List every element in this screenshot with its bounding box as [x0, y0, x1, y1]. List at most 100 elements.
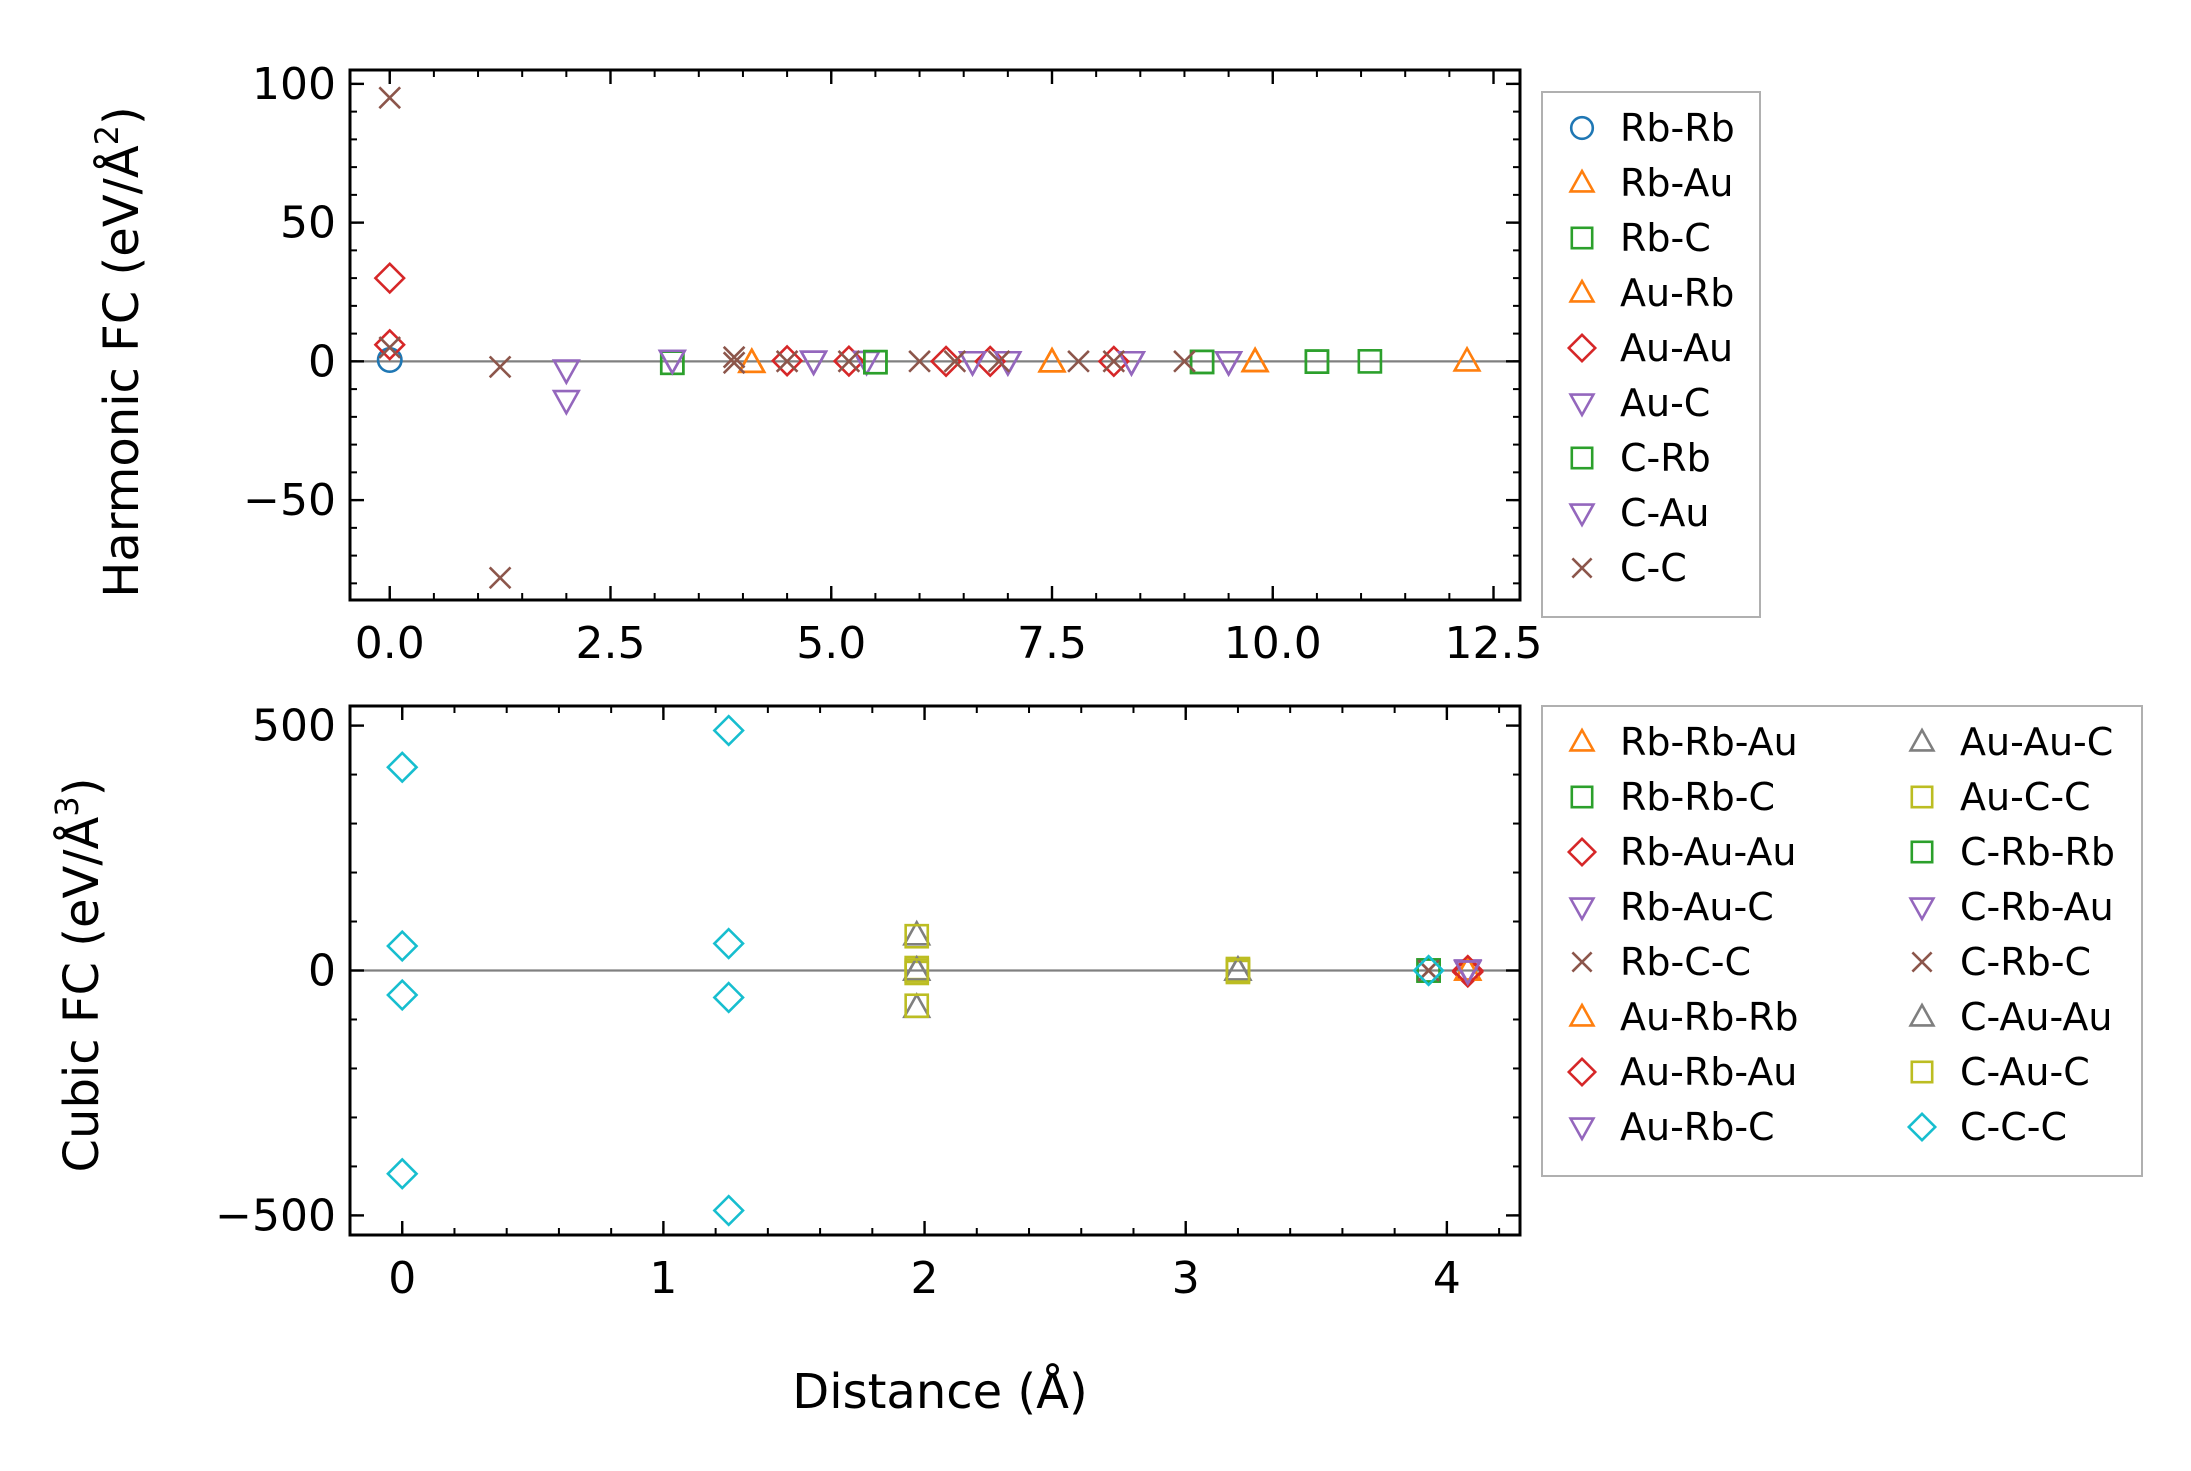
- panel0-point-c-au: [1116, 350, 1147, 378]
- panel0-point-au-au: [929, 345, 963, 378]
- panel1-legend-label: Au-Rb-C: [1620, 1105, 1775, 1149]
- panel1-legend-frame: [1541, 705, 2143, 1177]
- panel0-legend-item-rb-c: Rb-C: [1570, 216, 1711, 260]
- panel1-legend-item-au-rb-rb: Au-Rb-Rb: [1568, 995, 1799, 1039]
- panel0-legend-label: C-C: [1620, 546, 1687, 590]
- panel1-point-c-c-c: [386, 978, 419, 1012]
- panel0-y-tick-label: 100: [252, 59, 336, 110]
- panel0-legend-item-au-c: Au-C: [1568, 381, 1710, 425]
- cubic-legend: Rb-Rb-Au Rb-Rb-C Rb-Au-Au Rb-Au-C Rb-C-C Au-R…: [1541, 705, 2143, 1177]
- panel1-x-tick-label: 2: [911, 1253, 939, 1304]
- panel0-point-c-c: [1173, 350, 1196, 373]
- panel0-point-au-c: [1214, 350, 1244, 378]
- panel1-legend-marker-c-c-c: [1906, 1111, 1938, 1143]
- panel0-legend-item-rb-au: Rb-Au: [1568, 161, 1733, 205]
- panel0-point-au-au: [974, 345, 1007, 378]
- panel0-series-c-c: [378, 86, 1196, 590]
- panel1-legend-item-c-rb-rb: C-Rb-Rb: [1910, 830, 2115, 874]
- panel0-point-rb-au: [1037, 346, 1067, 373]
- panel1-legend-item-c-au-au: C-Au-Au: [1908, 995, 2112, 1039]
- panel0-point-c-rb: [1189, 349, 1215, 375]
- panel1-legend-marker-au-rb-au: [1566, 1056, 1598, 1088]
- panel1-legend-label: Rb-Au-C: [1620, 885, 1774, 929]
- panel0-point-au-au: [1097, 345, 1130, 378]
- panel1-legend-label: Au-Rb-Rb: [1620, 995, 1799, 1039]
- panel1-legend-label: C-Rb-Rb: [1960, 830, 2115, 874]
- panel1-legend-item-c-au-c: C-Au-C: [1910, 1050, 2090, 1094]
- panel0-x-tick-label: 12.5: [1445, 618, 1543, 669]
- panel0-legend-label: Au-Au: [1620, 326, 1733, 370]
- panel1-legend-item-au-rb-c: Au-Rb-C: [1568, 1105, 1775, 1149]
- panel0-point-au-au: [770, 344, 804, 377]
- panel1-legend-item-rb-rb-c: Rb-Rb-C: [1570, 775, 1775, 819]
- panel1-axes-frame: [348, 704, 1522, 1237]
- panel1-point-au-c-c: [904, 923, 930, 949]
- panel0-legend-item-au-rb: Au-Rb: [1568, 271, 1734, 315]
- panel1-point-c-c-c: [712, 1194, 745, 1227]
- panel1-x-tick-label: 3: [1172, 1253, 1200, 1304]
- panel0-legend-marker-au-rb: [1568, 278, 1596, 303]
- panel0-legend-item-c-c: C-C: [1571, 546, 1687, 590]
- panel1-legend-marker-rb-rb-c: [1570, 785, 1594, 809]
- panel1-legend-item-au-rb-au: Au-Rb-Au: [1566, 1050, 1797, 1094]
- panel1-x-tick-label: 4: [1433, 1253, 1461, 1304]
- panel1-legend-marker-rb-au-au: [1566, 836, 1598, 868]
- panel0-x-tick-label: 0.0: [355, 618, 425, 669]
- panel1-point-c-au-au: [1223, 954, 1253, 981]
- panel1-point-au-c-c: [904, 993, 930, 1019]
- panel0-point-c-c: [378, 336, 402, 359]
- panel1-legend-item-c-rb-c: C-Rb-C: [1911, 940, 2091, 984]
- panel0-legend-marker-c-au: [1568, 503, 1596, 528]
- panel0-legend-marker-au-au: [1566, 332, 1598, 364]
- panel1-point-c-c-c: [386, 751, 419, 784]
- panel0-point-c-c: [488, 566, 512, 590]
- panel1-legend-label: Au-C-C: [1960, 775, 2091, 819]
- panel1-legend-marker-au-rb-c: [1568, 1117, 1596, 1142]
- panel1-point-c-c-c: [386, 1157, 419, 1190]
- panel1-legend-label: C-Rb-C: [1960, 940, 2091, 984]
- panel0-legend-marker-rb-c: [1570, 226, 1594, 250]
- panel0-point-c-c: [488, 355, 512, 379]
- panel0-legend-label: Au-C: [1620, 381, 1710, 425]
- panel1-point-c-c-c: [712, 981, 745, 1014]
- panel1-legend-item-rb-c-c: Rb-C-C: [1571, 940, 1751, 984]
- panel1-point-c-rb-rb: [1416, 958, 1441, 983]
- panel0-point-au-rb: [737, 347, 767, 374]
- panel0-point-c-c: [837, 350, 861, 373]
- harmonic-legend: Rb-Rb Rb-Au Rb-C Au-Rb Au-Au Au-C C-Rb C-Au C-C: [1541, 91, 1761, 618]
- panel0-series-au-rb: [737, 346, 1270, 374]
- panel0-point-rb-c: [1357, 349, 1383, 374]
- panel1-legend-marker-c-rb-rb: [1910, 840, 1934, 864]
- panel1-point-c-au-c: [904, 958, 930, 983]
- panel0-legend-item-c-rb: C-Rb: [1570, 436, 1711, 480]
- panel1-point-c-c-c: [712, 927, 745, 960]
- panel1-y-tick-label: 500: [252, 701, 336, 752]
- panel1-series-c-rb-au: [1453, 960, 1483, 987]
- panel0-point-au-au: [373, 328, 406, 361]
- panel1-legend-label: C-Rb-Au: [1960, 885, 2114, 929]
- panel1-legend-marker-c-rb-c: [1911, 951, 1933, 973]
- panel0-point-c-c: [722, 351, 746, 375]
- panel1-legend-marker-rb-rb-au: [1568, 727, 1596, 752]
- cubic-y-axis-label: Cubic FC (eV/Å3): [48, 778, 110, 1173]
- panel1-series-c-au-au: [902, 954, 1253, 981]
- panel1-point-c-au-au: [902, 954, 932, 981]
- panel1-legend-marker-au-au-c: [1908, 727, 1936, 752]
- panel0-axes-frame: [348, 68, 1522, 602]
- panel1-point-au-au-c: [902, 919, 932, 946]
- panel0-point-c-c: [908, 350, 931, 373]
- panel0-point-c-au: [657, 349, 687, 376]
- panel1-legend-marker-au-c-c: [1910, 785, 1934, 809]
- panel1-legend-label: Au-Rb-Au: [1620, 1050, 1797, 1094]
- panel1-series-c-c-c: [386, 714, 1445, 1227]
- panel0-legend-item-au-au: Au-Au: [1566, 326, 1733, 370]
- panel1-point-au-rb-rb: [1453, 954, 1483, 981]
- panel0-legend-label: C-Rb: [1620, 436, 1711, 480]
- panel1-point-c-c-c: [1412, 954, 1445, 987]
- panel0-point-au-rb: [1240, 346, 1270, 373]
- panel1-legend-label: C-Au-C: [1960, 1050, 2090, 1094]
- panel0-point-c-c: [775, 350, 799, 373]
- panel0-legend-label: Rb-Au: [1620, 161, 1733, 205]
- panel1-legend-marker-c-rb-au: [1908, 897, 1936, 922]
